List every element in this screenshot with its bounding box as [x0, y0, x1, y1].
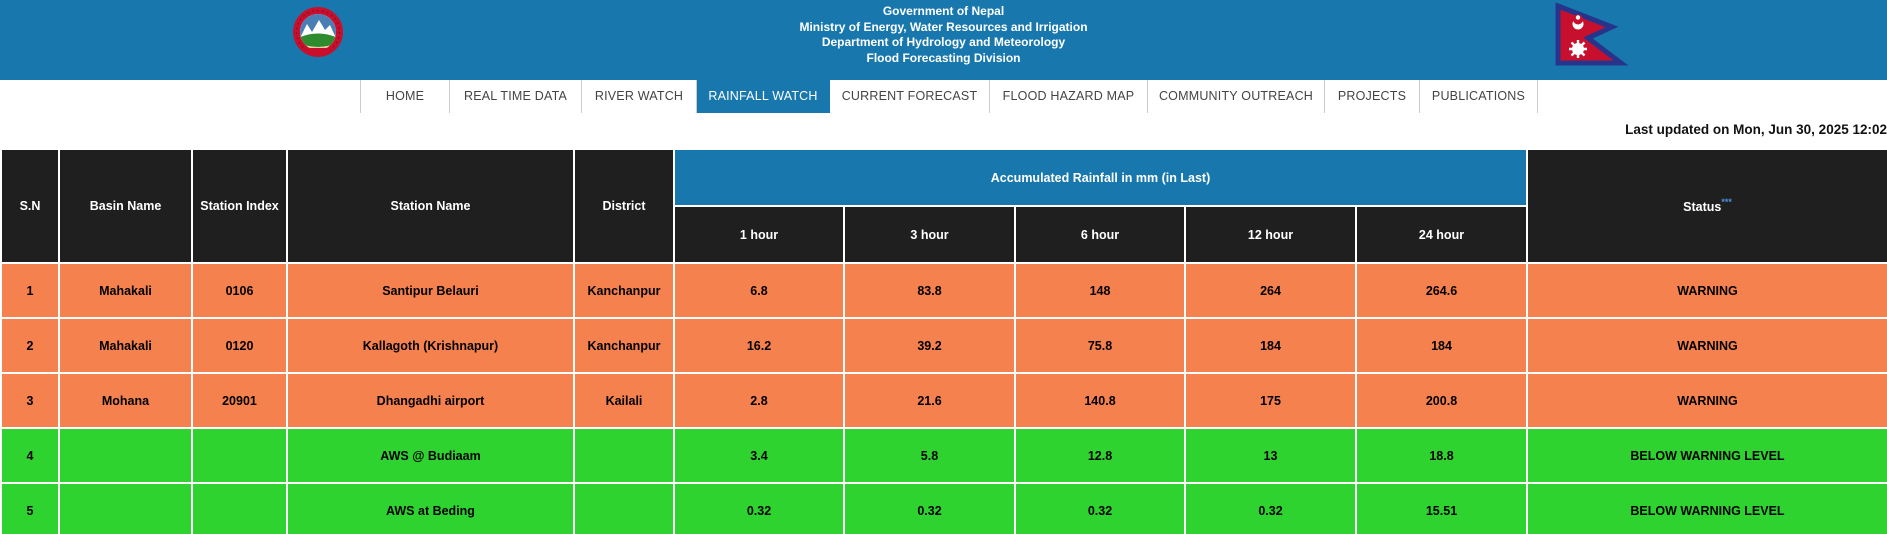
cell-basin: Mohana	[58, 372, 193, 429]
cell-12h: 264	[1184, 262, 1357, 319]
table-row: 4 AWS @ Budiaam 3.4 5.8 12.8 13 18.8 BEL…	[0, 427, 1887, 484]
col-header-6-hour: 6 hour	[1014, 205, 1186, 264]
nav-tabs: HOME REAL TIME DATA RIVER WATCH RAINFALL…	[360, 80, 1538, 113]
cell-12h: 184	[1184, 317, 1357, 374]
cell-index	[191, 482, 288, 534]
cell-station: AWS @ Budiaam	[286, 427, 575, 484]
table-row: 3 Mohana 20901 Dhangadhi airport Kailali…	[0, 372, 1887, 429]
cell-district	[573, 482, 675, 534]
table-row: 5 AWS at Beding 0.32 0.32 0.32 0.32 15.5…	[0, 482, 1887, 534]
cell-1h: 2.8	[673, 372, 845, 429]
cell-24h: 184	[1355, 317, 1528, 374]
updated-row: Last updated on Mon, Jun 30, 2025 12:02	[0, 113, 1887, 148]
rainfall-watch-table: S.N Basin Name Station Index Station Nam…	[0, 148, 1887, 534]
cell-station: Kallagoth (Krishnapur)	[286, 317, 575, 374]
banner-line-ministry: Ministry of Energy, Water Resources and …	[799, 19, 1088, 34]
col-header-district: District	[573, 148, 675, 264]
cell-status: WARNING	[1526, 372, 1887, 429]
cell-basin: Mahakali	[58, 317, 193, 374]
cell-station: Santipur Belauri	[286, 262, 575, 319]
cell-status: BELOW WARNING LEVEL	[1526, 482, 1887, 534]
cell-district: Kanchanpur	[573, 317, 675, 374]
cell-basin	[58, 482, 193, 534]
cell-district	[573, 427, 675, 484]
cell-12h: 0.32	[1184, 482, 1357, 534]
tab-river-watch[interactable]: RIVER WATCH	[582, 80, 697, 113]
col-header-24-hour: 24 hour	[1355, 205, 1528, 264]
cell-status: WARNING	[1526, 317, 1887, 374]
cell-station: Dhangadhi airport	[286, 372, 575, 429]
cell-station: AWS at Beding	[286, 482, 575, 534]
cell-index	[191, 427, 288, 484]
tab-rainfall-watch[interactable]: RAINFALL WATCH	[697, 80, 830, 113]
col-header-3-hour: 3 hour	[843, 205, 1016, 264]
cell-24h: 18.8	[1355, 427, 1528, 484]
top-banner: Government of Nepal Ministry of Energy, …	[0, 0, 1887, 80]
col-header-accumulated-rainfall: Accumulated Rainfall in mm (in Last)	[673, 148, 1528, 207]
nepal-emblem-logo	[292, 5, 344, 61]
col-header-sn: S.N	[0, 148, 60, 264]
tab-publications[interactable]: PUBLICATIONS	[1420, 80, 1538, 113]
cell-1h: 0.32	[673, 482, 845, 534]
nepal-flag-icon	[1551, 2, 1639, 68]
cell-index: 0120	[191, 317, 288, 374]
cell-district: Kailali	[573, 372, 675, 429]
col-header-status: Status***	[1526, 148, 1887, 264]
banner-line-department: Department of Hydrology and Meteorology	[821, 35, 1066, 49]
status-header-label: Status	[1683, 200, 1722, 215]
banner-line-government: Government of Nepal	[882, 4, 1005, 18]
cell-3h: 5.8	[843, 427, 1016, 484]
cell-3h: 0.32	[843, 482, 1016, 534]
cell-3h: 83.8	[843, 262, 1016, 319]
cell-basin: Mahakali	[58, 262, 193, 319]
tab-community-outreach[interactable]: COMMUNITY OUTREACH	[1148, 80, 1325, 113]
col-header-12-hour: 12 hour	[1184, 205, 1357, 264]
tab-real-time-data[interactable]: REAL TIME DATA	[450, 80, 582, 113]
cell-6h: 140.8	[1014, 372, 1186, 429]
cell-sn: 4	[0, 427, 60, 484]
table-row: 2 Mahakali 0120 Kallagoth (Krishnapur) K…	[0, 317, 1887, 374]
col-header-station-index: Station Index	[191, 148, 288, 264]
tab-projects[interactable]: PROJECTS	[1325, 80, 1420, 113]
table-row: 1 Mahakali 0106 Santipur Belauri Kanchan…	[0, 262, 1887, 319]
banner-text: Government of Nepal Ministry of Energy, …	[0, 4, 1887, 66]
cell-6h: 0.32	[1014, 482, 1186, 534]
col-header-1-hour: 1 hour	[673, 205, 845, 264]
cell-sn: 2	[0, 317, 60, 374]
cell-index: 20901	[191, 372, 288, 429]
cell-24h: 264.6	[1355, 262, 1528, 319]
cell-3h: 39.2	[843, 317, 1016, 374]
cell-sn: 3	[0, 372, 60, 429]
col-header-station-name: Station Name	[286, 148, 575, 264]
tab-home[interactable]: HOME	[360, 80, 450, 113]
cell-district: Kanchanpur	[573, 262, 675, 319]
cell-6h: 75.8	[1014, 317, 1186, 374]
cell-1h: 16.2	[673, 317, 845, 374]
cell-1h: 3.4	[673, 427, 845, 484]
cell-1h: 6.8	[673, 262, 845, 319]
last-updated-timestamp: Last updated on Mon, Jun 30, 2025 12:02	[1625, 122, 1887, 137]
cell-24h: 15.51	[1355, 482, 1528, 534]
main-navigation: HOME REAL TIME DATA RIVER WATCH RAINFALL…	[0, 80, 1887, 113]
cell-status: BELOW WARNING LEVEL	[1526, 427, 1887, 484]
banner-line-division: Flood Forecasting Division	[866, 50, 1021, 65]
cell-sn: 5	[0, 482, 60, 534]
cell-basin	[58, 427, 193, 484]
cell-6h: 148	[1014, 262, 1186, 319]
cell-3h: 21.6	[843, 372, 1016, 429]
cell-12h: 13	[1184, 427, 1357, 484]
tab-current-forecast[interactable]: CURRENT FORECAST	[830, 80, 990, 113]
cell-12h: 175	[1184, 372, 1357, 429]
cell-sn: 1	[0, 262, 60, 319]
status-asterisks: ***	[1721, 196, 1732, 207]
col-header-basin-name: Basin Name	[58, 148, 193, 264]
cell-24h: 200.8	[1355, 372, 1528, 429]
tab-flood-hazard-map[interactable]: FLOOD HAZARD MAP	[990, 80, 1148, 113]
cell-index: 0106	[191, 262, 288, 319]
cell-6h: 12.8	[1014, 427, 1186, 484]
cell-status: WARNING	[1526, 262, 1887, 319]
